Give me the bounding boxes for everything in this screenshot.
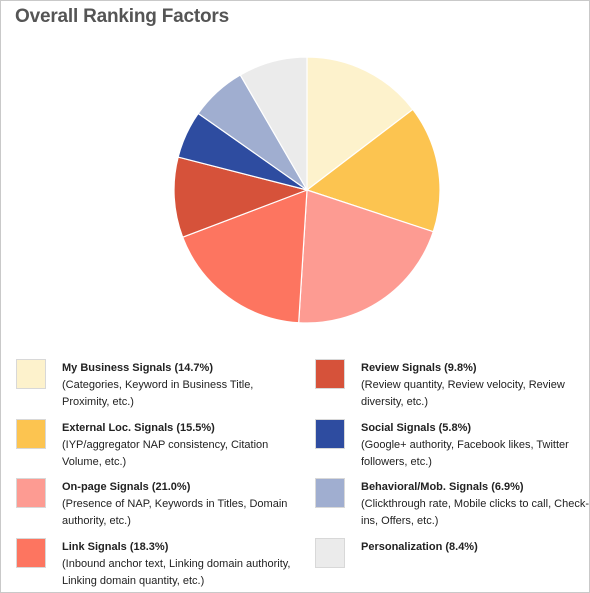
legend-text: Personalization (8.4%) (361, 539, 590, 556)
legend-title: External Loc. Signals (15.5%) (62, 422, 215, 434)
legend-text: Review Signals (9.8%) (Review quantity, … (361, 360, 590, 411)
legend-text: On-page Signals (21.0%) (Presence of NAP… (62, 479, 294, 530)
legend-text: External Loc. Signals (15.5%) (IYP/aggre… (62, 420, 294, 471)
legend-title: On-page Signals (21.0%) (62, 481, 191, 493)
legend-swatch (315, 538, 345, 568)
pie-slice-personalization (239, 56, 308, 193)
legend-title: Personalization (8.4%) (361, 541, 478, 553)
legend-swatch (315, 478, 345, 508)
legend-description: (Clickthrough rate, Mobile clicks to cal… (361, 498, 590, 527)
legend-description: (IYP/aggregator NAP consistency, Citatio… (62, 439, 269, 468)
legend-swatch (16, 478, 46, 508)
legend-description: (Categories, Keyword in Business Title, … (62, 379, 254, 408)
legend-description: (Google+ authority, Facebook likes, Twit… (361, 439, 569, 468)
legend-description: (Review quantity, Review velocity, Revie… (361, 379, 565, 408)
legend-swatch (16, 419, 46, 449)
legend-swatch (315, 359, 345, 389)
pie-slice-external-loc-signals (305, 108, 441, 233)
pie-slice-link-signals (181, 189, 308, 324)
pie-slice-my-business-signals (306, 56, 414, 192)
legend-text: My Business Signals (14.7%) (Categories,… (62, 360, 294, 411)
legend-description: (Inbound anchor text, Linking domain aut… (62, 558, 291, 587)
legend-swatch (16, 538, 46, 568)
pie-slice-on-page-signals (298, 189, 435, 324)
legend-title: Review Signals (9.8%) (361, 362, 477, 374)
legend-description: (Presence of NAP, Keywords in Titles, Do… (62, 498, 288, 527)
legend-swatch (16, 359, 46, 389)
pie-chart (173, 56, 441, 324)
legend-text: Link Signals (18.3%) (Inbound anchor tex… (62, 539, 294, 590)
legend-title: Social Signals (5.8%) (361, 422, 472, 434)
chart-title: Overall Ranking Factors (15, 6, 229, 27)
pie-slice-review-signals (173, 156, 309, 238)
legend-text: Social Signals (5.8%) (Google+ authority… (361, 420, 590, 471)
legend-swatch (315, 419, 345, 449)
legend-title: Link Signals (18.3%) (62, 541, 169, 553)
legend-title: My Business Signals (14.7%) (62, 362, 213, 374)
legend-title: Behavioral/Mob. Signals (6.9%) (361, 481, 524, 493)
legend-text: Behavioral/Mob. Signals (6.9%) (Clickthr… (361, 479, 590, 530)
